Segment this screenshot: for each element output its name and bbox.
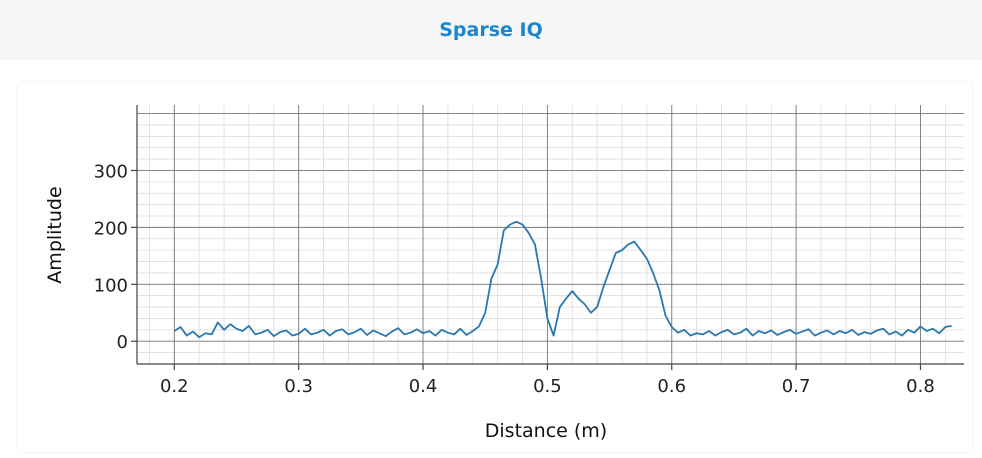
x-tick-label: 0.2: [160, 376, 189, 397]
page-title: Sparse IQ: [439, 19, 543, 41]
y-tick-label: 300: [94, 161, 128, 182]
x-tick-label: 0.6: [657, 376, 686, 397]
x-tick-label: 0.3: [284, 376, 313, 397]
major-grid: [137, 105, 964, 364]
x-tick-label: 0.4: [409, 376, 438, 397]
amplitude-chart: 0.2 0.3 0.4 0.5 0.6 0.7 0.8 0 100 200 300 Distanc…: [44, 105, 964, 442]
x-ticks: 0.2 0.3 0.4 0.5 0.6 0.7 0.8: [160, 364, 935, 397]
plot-area: [137, 105, 964, 364]
y-tick-label: 100: [94, 275, 128, 296]
x-tick-label: 0.5: [533, 376, 562, 397]
header-bar: Sparse IQ: [0, 0, 982, 60]
y-ticks: 0 100 200 300: [94, 161, 137, 353]
axes: [136, 105, 964, 365]
x-tick-label: 0.8: [906, 376, 935, 397]
series-line: [173, 220, 952, 339]
y-tick-label: 0: [117, 332, 128, 353]
chart-card: 0.2 0.3 0.4 0.5 0.6 0.7 0.8 0 100 200 300 Distanc…: [18, 82, 972, 452]
x-tick-label: 0.7: [782, 376, 811, 397]
x-axis-label: Distance (m): [485, 420, 607, 442]
y-axis-label: Amplitude: [44, 186, 66, 283]
y-tick-label: 200: [94, 218, 128, 239]
